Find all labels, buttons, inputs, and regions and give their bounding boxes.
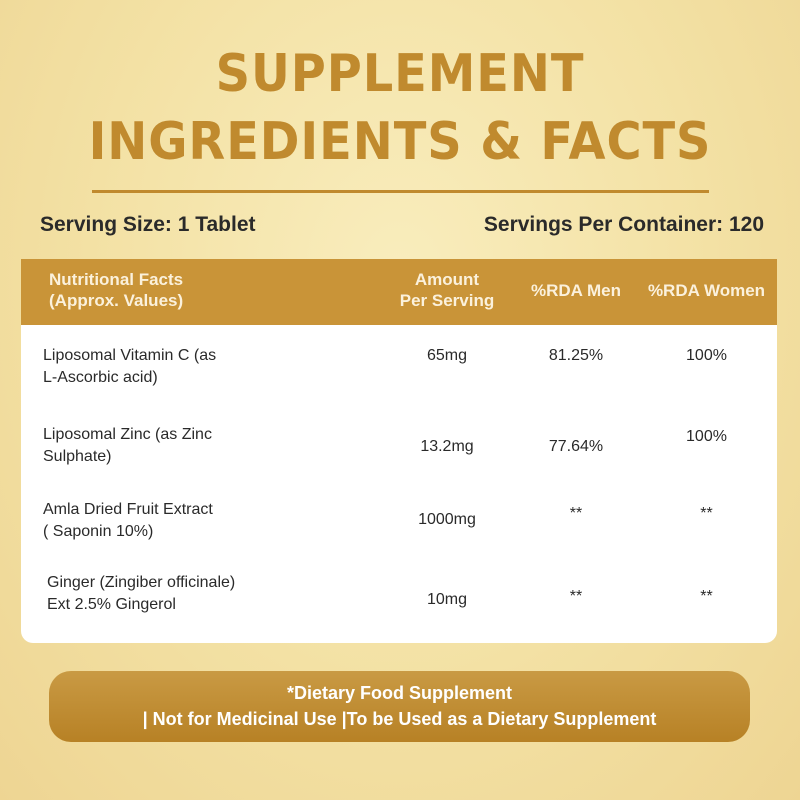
row-rda-men: ** — [569, 588, 583, 605]
row-amount: 65mg — [426, 347, 468, 364]
title-line-1: SUPPLEMENT — [215, 44, 585, 104]
header-amount: Amount Per Serving — [373, 269, 521, 311]
header-rda-men: %RDA Men — [530, 281, 622, 300]
row-name-line-1: Liposomal Zinc (as Zinc — [43, 426, 212, 443]
row-name-line-1: Ginger (Zingiber officinale) — [47, 574, 236, 591]
header-rda-women: %RDA Women — [647, 281, 766, 300]
footer-banner: *Dietary Food Supplement | Not for Medic… — [49, 671, 750, 742]
row-name-line-1: Amla Dried Fruit Extract — [43, 501, 213, 518]
row-rda-men: ** — [569, 505, 583, 522]
serving-size: Serving Size: 1 Tablet — [40, 213, 256, 236]
row-amount: 1000mg — [418, 511, 476, 528]
table-header: Nutritional Facts (Approx. Values) Amoun… — [21, 259, 777, 325]
row-rda-women: 100% — [686, 347, 727, 364]
title-line-2: INGREDIENTS & FACTS — [88, 112, 712, 172]
row-name: Liposomal Zinc (as Zinc Sulphate) — [43, 424, 363, 468]
row-rda-men: 81.25% — [548, 347, 604, 364]
header-amount-line-1: Amount — [414, 270, 480, 289]
row-name: Liposomal Vitamin C (as L-Ascorbic acid) — [43, 345, 363, 389]
row-amount: 13.2mg — [420, 438, 474, 455]
header-amount-line-2: Per Serving — [399, 291, 495, 310]
row-rda-women: ** — [700, 588, 713, 605]
row-name-line-2: ( Saponin 10%) — [43, 523, 154, 540]
facts-table: Nutritional Facts (Approx. Values) Amoun… — [21, 259, 777, 643]
footer-line-1: *Dietary Food Supplement — [286, 683, 513, 703]
header-nutritional-facts: Nutritional Facts (Approx. Values) — [49, 269, 183, 311]
header-name-line-2: (Approx. Values) — [49, 291, 184, 310]
row-name-line-2: Ext 2.5% Gingerol — [47, 596, 176, 613]
row-rda-women: 100% — [686, 428, 727, 445]
servings-per-container: Servings Per Container: 120 — [483, 213, 764, 236]
row-name-line-2: Sulphate) — [43, 448, 112, 465]
row-name-line-2: L-Ascorbic acid) — [43, 369, 158, 386]
row-name: Amla Dried Fruit Extract ( Saponin 10%) — [43, 499, 363, 543]
row-rda-men: 77.64% — [548, 438, 604, 455]
row-rda-women: ** — [700, 505, 713, 522]
row-name: Ginger (Zingiber officinale) Ext 2.5% Gi… — [47, 572, 367, 616]
header-name-line-1: Nutritional Facts — [49, 270, 184, 289]
row-name-line-1: Liposomal Vitamin C (as — [43, 347, 217, 364]
footer-line-2: | Not for Medicinal Use |To be Used as a… — [142, 709, 657, 729]
title-underline — [92, 190, 709, 193]
row-amount: 10mg — [426, 591, 468, 608]
